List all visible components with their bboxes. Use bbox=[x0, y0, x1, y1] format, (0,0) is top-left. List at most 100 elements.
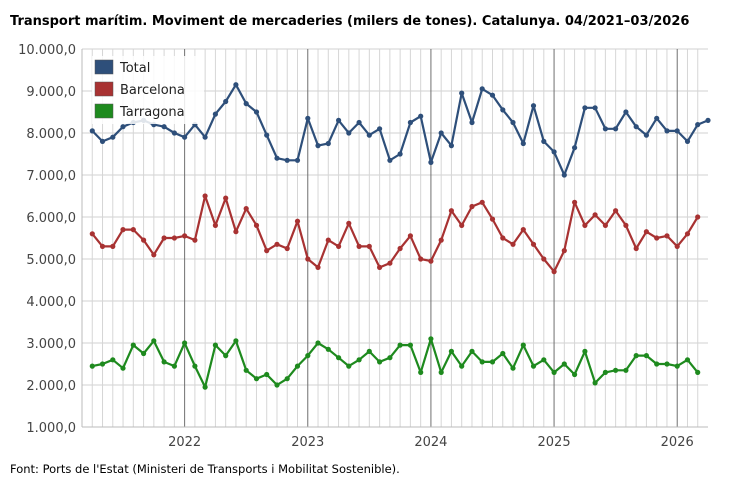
data-point-tarragona bbox=[274, 382, 280, 388]
data-point-tarragona bbox=[202, 384, 208, 390]
data-point-tarragona bbox=[356, 357, 362, 363]
data-point-barcelona bbox=[141, 237, 147, 243]
data-point-tarragona bbox=[366, 348, 372, 354]
data-point-barcelona bbox=[233, 229, 239, 235]
data-point-barcelona bbox=[243, 206, 249, 212]
data-point-total bbox=[325, 140, 331, 147]
data-point-tarragona bbox=[623, 367, 629, 373]
data-point-tarragona bbox=[500, 350, 506, 357]
data-point-total bbox=[674, 128, 680, 134]
legend-swatch-barcelona bbox=[94, 81, 114, 97]
data-point-total bbox=[387, 157, 393, 163]
data-point-barcelona bbox=[500, 235, 506, 241]
data-point-barcelona bbox=[469, 203, 475, 210]
data-point-tarragona bbox=[684, 357, 691, 363]
data-point-barcelona bbox=[89, 231, 95, 237]
data-point-tarragona bbox=[592, 380, 598, 386]
data-point-tarragona bbox=[582, 348, 588, 354]
data-point-tarragona bbox=[284, 376, 290, 382]
data-point-total bbox=[643, 132, 650, 138]
legend-label-total: Total bbox=[119, 61, 150, 76]
data-point-total bbox=[541, 138, 547, 144]
data-point-barcelona bbox=[407, 233, 413, 239]
data-point-tarragona bbox=[602, 369, 609, 375]
data-point-barcelona bbox=[192, 237, 198, 243]
data-point-tarragona bbox=[182, 340, 188, 346]
legend-label-tarragona: Tarragona bbox=[119, 105, 185, 120]
data-point-tarragona bbox=[305, 353, 311, 359]
x-tick-label: 2026 bbox=[661, 435, 694, 450]
data-point-barcelona bbox=[582, 222, 588, 228]
data-point-barcelona bbox=[459, 222, 465, 228]
data-point-barcelona bbox=[643, 229, 650, 235]
y-tick-label: 3.000,0 bbox=[26, 337, 76, 352]
data-point-tarragona bbox=[695, 369, 701, 375]
data-point-barcelona bbox=[674, 243, 680, 249]
data-point-tarragona bbox=[99, 361, 106, 367]
data-point-total bbox=[654, 115, 660, 121]
data-point-tarragona bbox=[346, 363, 352, 369]
data-point-barcelona bbox=[418, 256, 424, 262]
data-point-tarragona bbox=[407, 342, 413, 348]
data-point-barcelona bbox=[202, 193, 208, 199]
y-tick-label: 6.000,0 bbox=[26, 211, 76, 226]
data-point-total bbox=[294, 157, 301, 163]
data-point-barcelona bbox=[479, 199, 485, 205]
data-point-barcelona bbox=[284, 245, 290, 252]
y-tick-label: 9.000,0 bbox=[26, 85, 76, 100]
y-tick-label: 4.000,0 bbox=[26, 295, 76, 310]
data-point-barcelona bbox=[223, 195, 229, 201]
data-point-barcelona bbox=[99, 243, 106, 249]
data-point-total bbox=[315, 143, 321, 149]
data-point-tarragona bbox=[120, 365, 126, 371]
data-point-tarragona bbox=[418, 369, 424, 375]
data-point-tarragona bbox=[459, 363, 465, 369]
data-point-barcelona bbox=[274, 241, 280, 247]
data-point-total bbox=[551, 149, 557, 155]
data-point-tarragona bbox=[489, 359, 496, 365]
data-point-tarragona bbox=[448, 348, 454, 354]
data-point-tarragona bbox=[551, 369, 557, 375]
data-point-barcelona bbox=[551, 269, 557, 275]
data-point-tarragona bbox=[469, 348, 475, 354]
data-point-total bbox=[602, 126, 609, 132]
legend-swatch-tarragona bbox=[94, 103, 114, 119]
data-point-barcelona bbox=[438, 237, 444, 243]
data-point-barcelona bbox=[510, 241, 516, 247]
x-tick-label: 2022 bbox=[168, 435, 201, 450]
data-point-barcelona bbox=[428, 258, 434, 264]
data-point-total bbox=[459, 90, 465, 96]
data-point-total bbox=[695, 122, 701, 128]
data-point-barcelona bbox=[397, 245, 403, 252]
data-point-tarragona bbox=[89, 363, 95, 369]
data-point-barcelona bbox=[377, 264, 383, 270]
y-tick-label: 2.000,0 bbox=[26, 379, 76, 394]
legend-swatch-total bbox=[94, 59, 114, 75]
data-point-tarragona bbox=[428, 336, 434, 342]
data-point-total bbox=[223, 98, 229, 105]
data-point-tarragona bbox=[141, 350, 147, 357]
data-point-tarragona bbox=[572, 371, 578, 378]
data-point-tarragona bbox=[643, 353, 650, 359]
data-point-tarragona bbox=[561, 361, 567, 367]
data-point-total bbox=[592, 105, 598, 111]
data-point-tarragona bbox=[633, 353, 639, 359]
data-point-barcelona bbox=[387, 260, 393, 266]
data-point-barcelona bbox=[520, 227, 526, 233]
data-point-total bbox=[510, 119, 516, 126]
data-point-total bbox=[212, 111, 218, 117]
data-point-total bbox=[438, 130, 444, 136]
data-point-total bbox=[489, 92, 496, 98]
data-point-barcelona bbox=[623, 222, 629, 228]
series-line-tarragona bbox=[92, 337, 699, 389]
data-point-total bbox=[110, 134, 116, 140]
x-tick-label: 2025 bbox=[538, 435, 571, 450]
data-point-barcelona bbox=[654, 235, 660, 241]
data-point-total bbox=[284, 157, 290, 163]
data-point-barcelona bbox=[664, 233, 670, 239]
data-point-barcelona bbox=[489, 216, 496, 222]
data-point-tarragona bbox=[264, 371, 270, 378]
data-point-barcelona bbox=[253, 222, 260, 228]
data-point-tarragona bbox=[130, 342, 136, 348]
